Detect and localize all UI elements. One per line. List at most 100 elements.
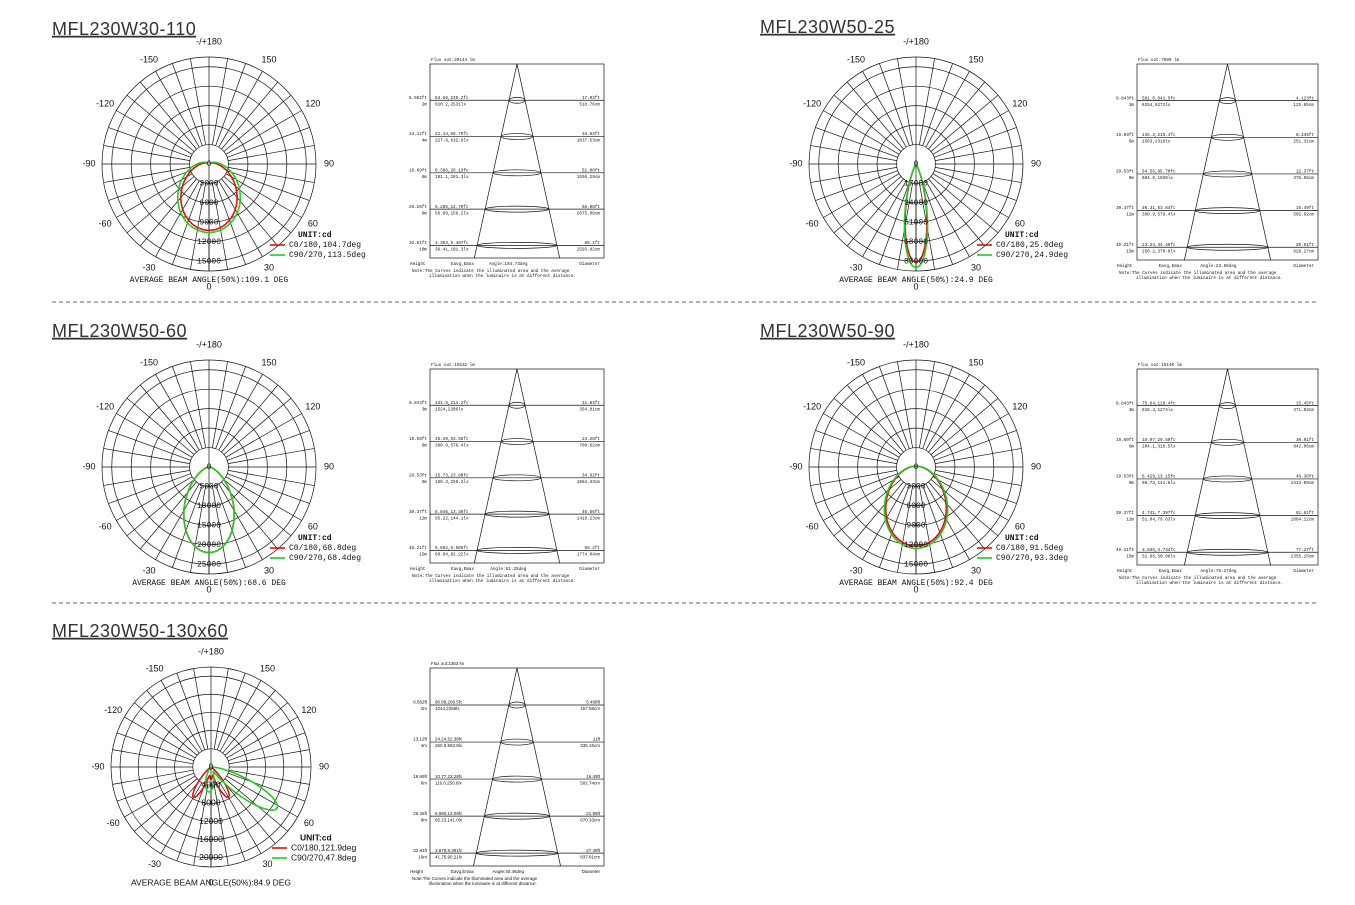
angle-label: -60 <box>99 218 112 228</box>
footer-eavg: Eavg,Emax <box>1159 569 1183 574</box>
height-m: 12m <box>419 516 427 521</box>
footer-height: Height <box>410 567 426 572</box>
polar-spoke <box>228 749 310 765</box>
radial-tick-label: 12000 <box>199 816 223 826</box>
polar-spoke <box>928 384 986 453</box>
height-m: 10m <box>419 248 427 253</box>
illuminance-lx: 90.73,141.6lx <box>1142 481 1176 486</box>
angle-label: 60 <box>1015 218 1025 228</box>
diameter-cm: 354.81cm <box>579 407 600 412</box>
diameter-ft: 46.36ft <box>1296 475 1314 480</box>
height-ft: 26.25ft <box>413 811 428 816</box>
height-m: 15m <box>1126 249 1134 254</box>
footer-diameter: Diameter <box>579 567 600 572</box>
diameter-cm: 2593.82cm <box>577 248 601 253</box>
diameter-ft: 20.61ft <box>1296 243 1314 248</box>
diameter-cm: 518.76cm <box>579 102 600 107</box>
diameter-cm: 2355.15cm <box>1291 554 1315 559</box>
height-m: 6m <box>421 780 428 785</box>
radial-tick-label: 68000 <box>904 238 928 247</box>
height-ft: 9.843ft <box>1116 401 1134 406</box>
polar-spoke <box>108 430 191 461</box>
height-ft: 32.81ft <box>409 241 427 246</box>
angle-label: -150 <box>140 357 158 367</box>
polar-spoke <box>155 71 200 148</box>
legend-label: C90/270,113.5deg <box>289 251 366 260</box>
polar-spoke <box>219 782 262 854</box>
polar-spoke <box>935 470 1022 486</box>
illuminance-lx: 1044,2255lx <box>435 706 460 711</box>
polar-spoke <box>160 680 203 752</box>
angle-label: 30 <box>264 262 274 272</box>
diameter-ft: 46.56ft <box>582 510 600 515</box>
polar-spoke <box>815 127 898 158</box>
polar-spoke <box>216 672 246 751</box>
polar-spoke <box>219 680 262 752</box>
polar-spoke <box>213 668 229 750</box>
illuminated-area <box>500 133 534 140</box>
height-ft: 39.37ft <box>1116 206 1134 211</box>
illuminated-area <box>1219 97 1236 105</box>
polar-spoke <box>928 81 986 150</box>
radial-tick-label: 0 <box>207 463 212 472</box>
polar-spoke <box>919 361 935 448</box>
illuminance-fc: 84.56,235.2fc <box>435 96 469 101</box>
footer-height: Height <box>410 869 424 874</box>
angle-label: -30 <box>148 859 161 869</box>
polar-spoke <box>116 173 193 218</box>
unit-label: UNIT:cd <box>298 231 332 240</box>
illuminance-lx: 227.6,632.9lx <box>435 139 469 144</box>
diameter-ft: 51.06ft <box>582 168 600 173</box>
angle-label: -/+180 <box>903 339 929 349</box>
angle-label: -60 <box>99 521 112 531</box>
diameter-cm: 837.91cm <box>580 854 600 859</box>
polar-spoke <box>108 170 191 201</box>
radial-tick-label: 6000 <box>199 199 218 208</box>
polar-spoke <box>228 470 315 486</box>
panel-title: MFL230W50-90 <box>760 321 895 341</box>
polar-spoke <box>215 485 246 568</box>
diameter-cm: 125.65cm <box>1293 103 1314 108</box>
intensity-curve <box>180 162 238 232</box>
polar-spoke <box>846 384 904 453</box>
radial-tick-label: 4000 <box>202 779 221 789</box>
illuminance-fc: 75.84,118.4fc <box>1142 401 1176 406</box>
illuminance-fc: 3.035,4.734fc <box>1142 548 1176 553</box>
angle-label: -120 <box>96 401 114 411</box>
illuminance-lx: 1563,2318lx <box>1142 139 1171 144</box>
angle-label: -90 <box>789 461 802 471</box>
illuminated-area <box>476 547 558 554</box>
polar-spoke <box>190 58 206 145</box>
angle-label: 0 <box>206 281 211 291</box>
angle-label: 60 <box>304 818 314 828</box>
illuminance-fc: 21.14,58.79fc <box>435 132 469 137</box>
polar-spoke <box>116 476 193 521</box>
diameter-ft: 34.04ft <box>582 132 600 137</box>
diameter-ft: 8.245ft <box>1296 133 1314 138</box>
illuminated-area <box>492 169 542 177</box>
polar-spoke <box>922 63 953 146</box>
angle-label: 150 <box>260 664 275 674</box>
polar-spoke <box>935 448 1022 464</box>
polar-spoke <box>225 476 302 521</box>
illuminance-fc: 581.0,841.5fc <box>1142 96 1176 101</box>
height-m: 15m <box>419 553 427 558</box>
radial-tick-label: 25000 <box>197 560 221 569</box>
height-m: 6m <box>422 444 428 449</box>
illuminated-area <box>1202 170 1253 178</box>
diameter-ft: 21.99ft <box>586 811 601 816</box>
polar-spoke <box>213 784 229 866</box>
polar-spoke <box>823 413 900 458</box>
polar-spoke <box>190 486 206 573</box>
polar-spoke <box>879 366 910 449</box>
height-m: 8m <box>421 817 428 822</box>
height-m: 2m <box>421 706 428 711</box>
diameter-cm: 1037.53cm <box>577 139 601 144</box>
radial-tick-label: 34000 <box>904 199 928 208</box>
angle-label: -30 <box>142 565 155 575</box>
illuminance-lx: 390.9,579.4lx <box>1142 213 1176 218</box>
footer-angle: Angle:61.25deg <box>490 567 527 572</box>
note-line: illumination when the luminaire is at di… <box>429 579 576 584</box>
illuminance-lx: 6254,9273lx <box>1142 103 1171 108</box>
